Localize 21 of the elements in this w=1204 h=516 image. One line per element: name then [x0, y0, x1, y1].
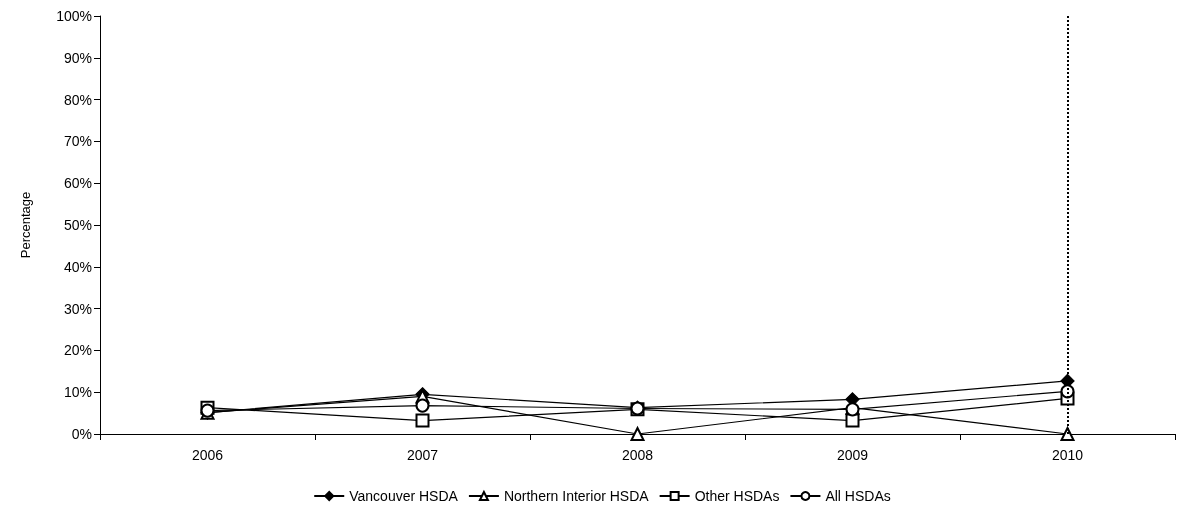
y-tick-label: 0% [71, 426, 92, 442]
legend-label: Other HSDAs [694, 488, 780, 504]
y-tick-label: 100% [56, 8, 92, 24]
y-tick-label: 90% [63, 49, 92, 66]
legend-label: All HSDAs [825, 488, 891, 504]
y-tick-label: 50% [63, 217, 92, 233]
legend-label: Vancouver HSDA [349, 488, 459, 504]
x-tick-label: 2007 [406, 447, 439, 463]
y-tick-label: 30% [63, 300, 92, 317]
legend-label: Northern Interior HSDA [503, 488, 650, 504]
y-tick-label: 70% [63, 133, 92, 150]
y-tick-label: 80% [63, 91, 92, 108]
y-axis-title: Percentage [18, 191, 33, 259]
y-tick-label: 60% [63, 175, 92, 192]
y-tick-label: 20% [63, 342, 92, 359]
y-tick-label: 40% [63, 258, 92, 275]
x-tick-label: 2008 [621, 447, 654, 463]
x-tick-label: 2009 [836, 447, 869, 463]
x-tick-label: 2010 [1051, 447, 1084, 463]
y-tick-label: 10% [63, 384, 92, 401]
x-tick-label: 2006 [191, 447, 224, 463]
